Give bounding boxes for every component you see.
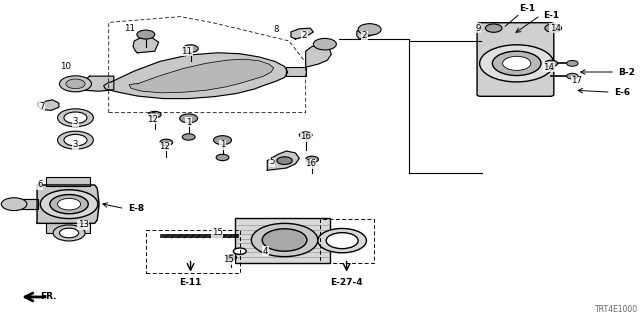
Polygon shape <box>19 199 38 209</box>
Circle shape <box>566 60 578 66</box>
Text: TRT4E1000: TRT4E1000 <box>595 305 638 314</box>
Polygon shape <box>357 26 379 39</box>
Text: 11: 11 <box>181 47 192 56</box>
Text: 12: 12 <box>159 142 170 151</box>
Circle shape <box>358 24 381 35</box>
Circle shape <box>479 45 554 82</box>
Circle shape <box>300 132 312 138</box>
Circle shape <box>214 136 232 145</box>
Circle shape <box>60 228 79 238</box>
Text: E-1: E-1 <box>543 11 560 20</box>
Circle shape <box>545 60 557 67</box>
Polygon shape <box>37 185 99 223</box>
Bar <box>320 219 374 263</box>
Circle shape <box>277 157 292 164</box>
Circle shape <box>262 229 307 251</box>
Circle shape <box>252 223 318 257</box>
Text: 5: 5 <box>269 157 275 166</box>
Text: 9: 9 <box>476 24 481 33</box>
Polygon shape <box>129 59 274 93</box>
Text: 16: 16 <box>300 132 311 141</box>
Text: E-1: E-1 <box>520 4 536 13</box>
Polygon shape <box>306 45 332 67</box>
Text: FR.: FR. <box>40 292 56 301</box>
Circle shape <box>50 195 88 214</box>
Polygon shape <box>82 76 114 91</box>
Polygon shape <box>133 38 159 53</box>
Circle shape <box>60 76 92 92</box>
Circle shape <box>326 233 358 249</box>
Text: 7: 7 <box>39 102 44 111</box>
Bar <box>287 67 306 76</box>
Text: 10: 10 <box>60 62 71 71</box>
Polygon shape <box>38 100 59 110</box>
Text: 6: 6 <box>37 180 42 189</box>
Text: E-6: E-6 <box>614 88 630 97</box>
Circle shape <box>180 114 198 123</box>
Bar <box>146 230 241 273</box>
FancyBboxPatch shape <box>477 23 554 96</box>
Text: 3: 3 <box>73 140 78 149</box>
Circle shape <box>160 139 173 146</box>
Text: 1: 1 <box>186 118 191 127</box>
Text: 2: 2 <box>301 31 307 40</box>
Circle shape <box>53 225 85 241</box>
Text: 1: 1 <box>220 140 225 149</box>
Circle shape <box>545 24 561 32</box>
Text: 16: 16 <box>305 159 316 168</box>
Circle shape <box>314 38 337 50</box>
Circle shape <box>64 112 87 124</box>
Circle shape <box>502 56 531 70</box>
Circle shape <box>58 198 81 210</box>
Text: 8: 8 <box>273 25 279 34</box>
Circle shape <box>137 30 155 39</box>
Text: E-8: E-8 <box>128 204 144 213</box>
Circle shape <box>66 79 85 89</box>
Polygon shape <box>268 151 300 170</box>
Circle shape <box>234 248 246 254</box>
Text: 17: 17 <box>572 76 582 85</box>
Circle shape <box>183 45 198 52</box>
Circle shape <box>216 154 229 161</box>
Text: 14: 14 <box>543 63 554 72</box>
Circle shape <box>148 111 161 118</box>
Text: 2: 2 <box>362 31 367 40</box>
Circle shape <box>1 198 27 211</box>
Text: 15: 15 <box>212 228 223 237</box>
Circle shape <box>318 228 367 253</box>
Text: 15: 15 <box>223 255 234 264</box>
Polygon shape <box>291 28 314 39</box>
Text: 13: 13 <box>77 220 88 229</box>
Circle shape <box>58 131 93 149</box>
Polygon shape <box>104 53 288 99</box>
Text: E-11: E-11 <box>179 278 202 287</box>
Text: 14: 14 <box>550 24 561 33</box>
Circle shape <box>492 51 541 76</box>
Bar <box>46 223 90 233</box>
Circle shape <box>40 190 98 219</box>
Text: 11: 11 <box>124 24 134 33</box>
Circle shape <box>485 24 502 32</box>
Text: 12: 12 <box>147 115 157 124</box>
Circle shape <box>227 255 237 260</box>
Circle shape <box>64 134 87 146</box>
Text: 3: 3 <box>73 117 78 126</box>
Circle shape <box>566 73 578 79</box>
Text: 4: 4 <box>262 247 268 256</box>
Text: E-27-4: E-27-4 <box>330 278 363 287</box>
Circle shape <box>58 109 93 127</box>
Text: B-2: B-2 <box>618 68 636 76</box>
Bar <box>46 177 90 186</box>
Circle shape <box>182 134 195 140</box>
Circle shape <box>306 156 319 163</box>
Bar <box>236 218 330 263</box>
